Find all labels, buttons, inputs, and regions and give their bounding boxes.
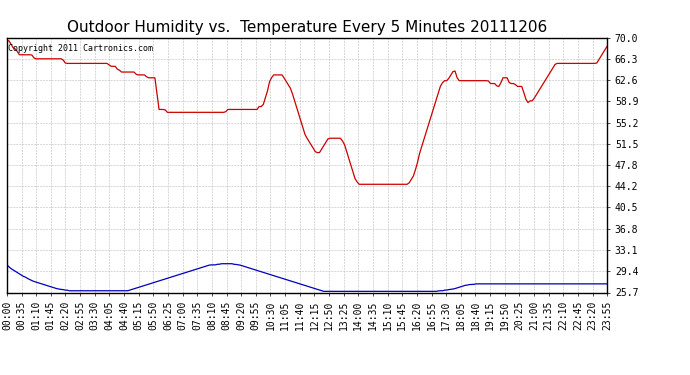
Text: Copyright 2011 Cartronics.com: Copyright 2011 Cartronics.com bbox=[8, 44, 153, 53]
Title: Outdoor Humidity vs.  Temperature Every 5 Minutes 20111206: Outdoor Humidity vs. Temperature Every 5… bbox=[67, 20, 547, 35]
